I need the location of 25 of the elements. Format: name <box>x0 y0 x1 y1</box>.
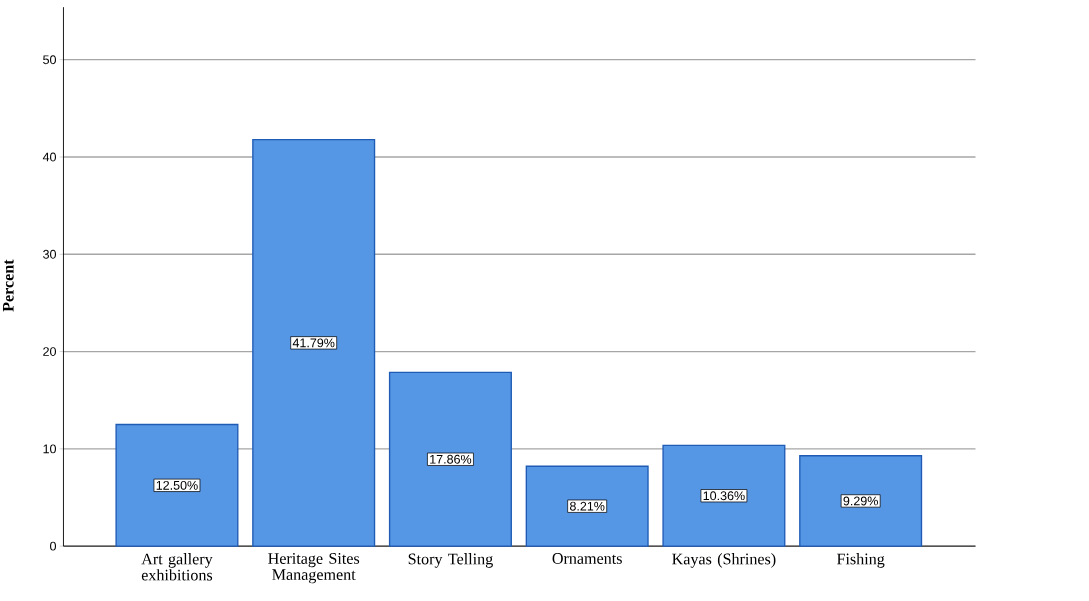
bar <box>799 455 923 547</box>
y-tick-label: 30 <box>43 249 57 259</box>
bar <box>252 138 376 547</box>
data-label: 17.86% <box>430 454 472 464</box>
bar <box>115 423 239 547</box>
x-tick-label: Heritage Sites Management <box>268 553 360 584</box>
y-tick-label: 10 <box>43 444 57 454</box>
y-tick-label: 40 <box>42 152 57 162</box>
x-tick-label: Kayas (Shrines) <box>672 553 776 568</box>
data-label: 8.21% <box>569 501 605 511</box>
data-label: 10.36% <box>703 491 745 501</box>
x-tick-label: Fishing <box>836 553 885 568</box>
y-tick-label: 0 <box>50 541 57 551</box>
x-tick-label: Art gallery exhibitions <box>141 553 213 581</box>
y-tick-label: 20 <box>43 347 57 357</box>
data-label: 41.79% <box>292 338 335 348</box>
bar <box>662 444 786 547</box>
x-tick-label: Story Telling <box>408 553 493 568</box>
data-label: 9.29% <box>843 496 878 506</box>
y-axis-title: Percent <box>2 259 14 312</box>
x-tick-label: Ornaments <box>552 553 622 564</box>
data-label: 12.50% <box>156 480 198 490</box>
bar <box>525 465 649 547</box>
y-tick-label: 50 <box>43 55 57 65</box>
bar <box>388 371 512 547</box>
